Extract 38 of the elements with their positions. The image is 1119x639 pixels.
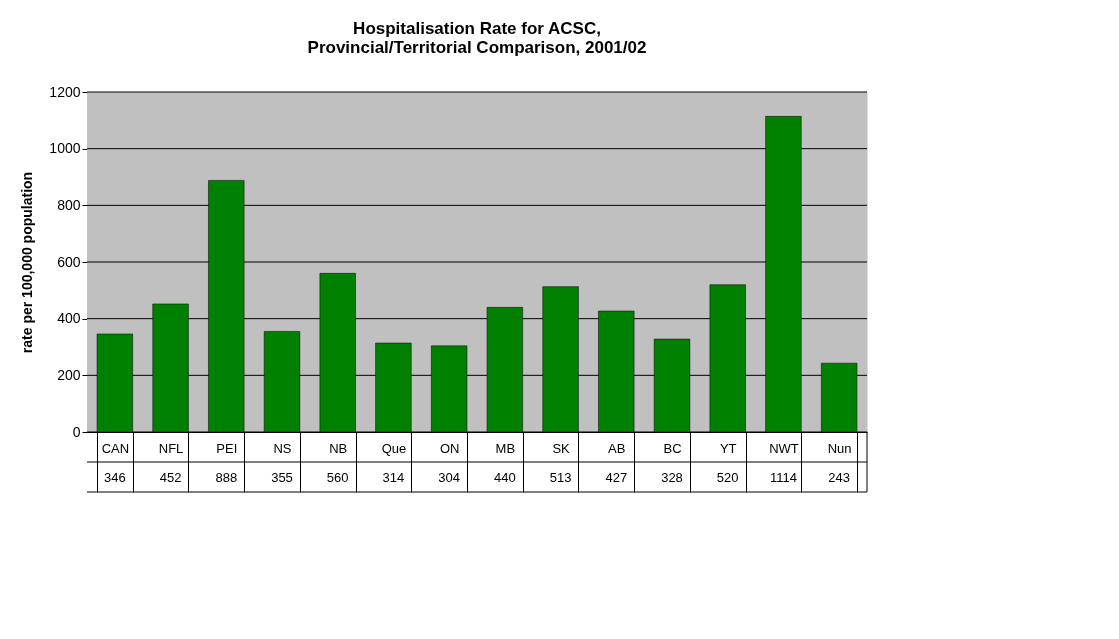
x-tick-label: NB [329, 440, 348, 456]
x-tick-label: PEI [216, 440, 238, 456]
data-label: 427 [605, 470, 628, 485]
y-tick-label: 1000 [49, 140, 81, 157]
y-tick-label: 800 [57, 196, 81, 213]
data-label: 304 [438, 470, 460, 485]
x-tick-label: Nun [827, 440, 852, 456]
data-label: 513 [549, 470, 572, 485]
text: Hospitalisation Rate for ACSC, [353, 19, 601, 38]
y-axis-title: rate per 100,000 population [19, 171, 36, 354]
data-label: 314 [382, 470, 405, 485]
x-tick-label: NWT [769, 440, 799, 456]
x-tick-label: MB [495, 440, 516, 456]
data-label: 328 [661, 470, 683, 485]
data-label: 346 [104, 470, 126, 485]
text: Provincial/Territorial Comparison, 2001/02 [307, 38, 647, 57]
y-tick-label: 0 [72, 423, 81, 440]
data-label: 355 [271, 470, 293, 485]
y-tick-label: 600 [57, 253, 81, 270]
data-label: 888 [215, 470, 238, 485]
y-tick-label: 400 [57, 310, 81, 327]
data-label: 560 [326, 470, 349, 485]
x-tick-label: CAN [101, 440, 130, 456]
x-tick-label: AB [608, 440, 626, 456]
x-tick-label: BC [663, 440, 682, 456]
x-tick-label: NS [273, 440, 292, 456]
x-tick-label: NFL [158, 440, 184, 456]
data-label: 243 [828, 470, 850, 485]
x-tick-label: Que [381, 440, 407, 456]
y-tick-label: 200 [57, 366, 81, 383]
x-tick-label: SK [552, 440, 571, 456]
y-tick-label: 1200 [49, 83, 81, 100]
x-tick-label: YT [719, 440, 737, 456]
data-label: 520 [716, 470, 739, 485]
data-label: 1114 [769, 470, 797, 485]
x-tick-label: ON [439, 440, 460, 456]
data-label: 440 [494, 470, 516, 485]
data-label: 452 [159, 470, 182, 485]
